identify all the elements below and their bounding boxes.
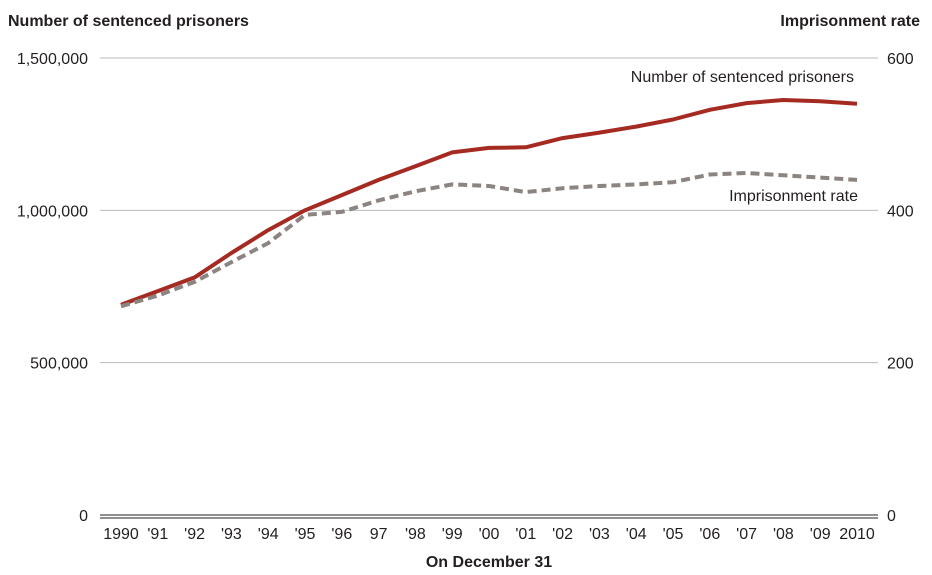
series-line-prisoners <box>120 98 858 307</box>
tick-labels: 0 500,000 1,000,000 1,500,000 0 200 400 600 1990… <box>17 51 914 543</box>
x-tick-label: '94 <box>258 526 279 543</box>
x-tick-label: '07 <box>736 526 757 543</box>
x-tick-label: '05 <box>663 526 684 543</box>
x-tick-label: '06 <box>699 526 720 543</box>
left-tick-label: 500,000 <box>30 356 88 373</box>
x-tick-label: '96 <box>331 526 352 543</box>
x-tick-label: '93 <box>221 526 242 543</box>
x-tick-label: 2010 <box>839 526 875 543</box>
x-tick-label: '91 <box>147 526 168 543</box>
x-tick-label: '99 <box>442 526 463 543</box>
left-tick-label: 0 <box>79 508 88 525</box>
x-tick-label: '92 <box>184 526 205 543</box>
right-tick-label: 200 <box>887 356 914 373</box>
gridlines <box>100 57 878 364</box>
x-tick-label: 97 <box>370 526 388 543</box>
x-tick-label: '03 <box>589 526 610 543</box>
series-label-rate: Imprisonment rate <box>729 188 858 205</box>
left-tick-label: 1,000,000 <box>17 203 88 220</box>
x-tick-label: '98 <box>405 526 426 543</box>
right-tick-label: 0 <box>887 508 896 525</box>
x-tick-label: '04 <box>626 526 647 543</box>
right-tick-label: 600 <box>887 51 914 68</box>
x-tick-label: '95 <box>295 526 316 543</box>
series-label-prisoners: Number of sentenced prisoners <box>631 69 854 86</box>
x-tick-label: '08 <box>773 526 794 543</box>
x-axis-title: On December 31 <box>426 554 552 571</box>
x-tick-label: '09 <box>810 526 831 543</box>
x-tick-label: '01 <box>515 526 536 543</box>
x-tick-label: '02 <box>552 526 573 543</box>
right-tick-label: 400 <box>887 203 914 220</box>
x-tick-label: '00 <box>479 526 500 543</box>
left-axis-title: Number of sentenced prisoners <box>8 13 249 30</box>
right-axis-title: Imprisonment rate <box>780 13 920 30</box>
x-tick-label: 1990 <box>103 526 139 543</box>
axes <box>100 514 878 519</box>
series-lines <box>120 98 858 309</box>
left-tick-label: 1,500,000 <box>17 51 88 68</box>
series-line-rate <box>120 171 858 309</box>
